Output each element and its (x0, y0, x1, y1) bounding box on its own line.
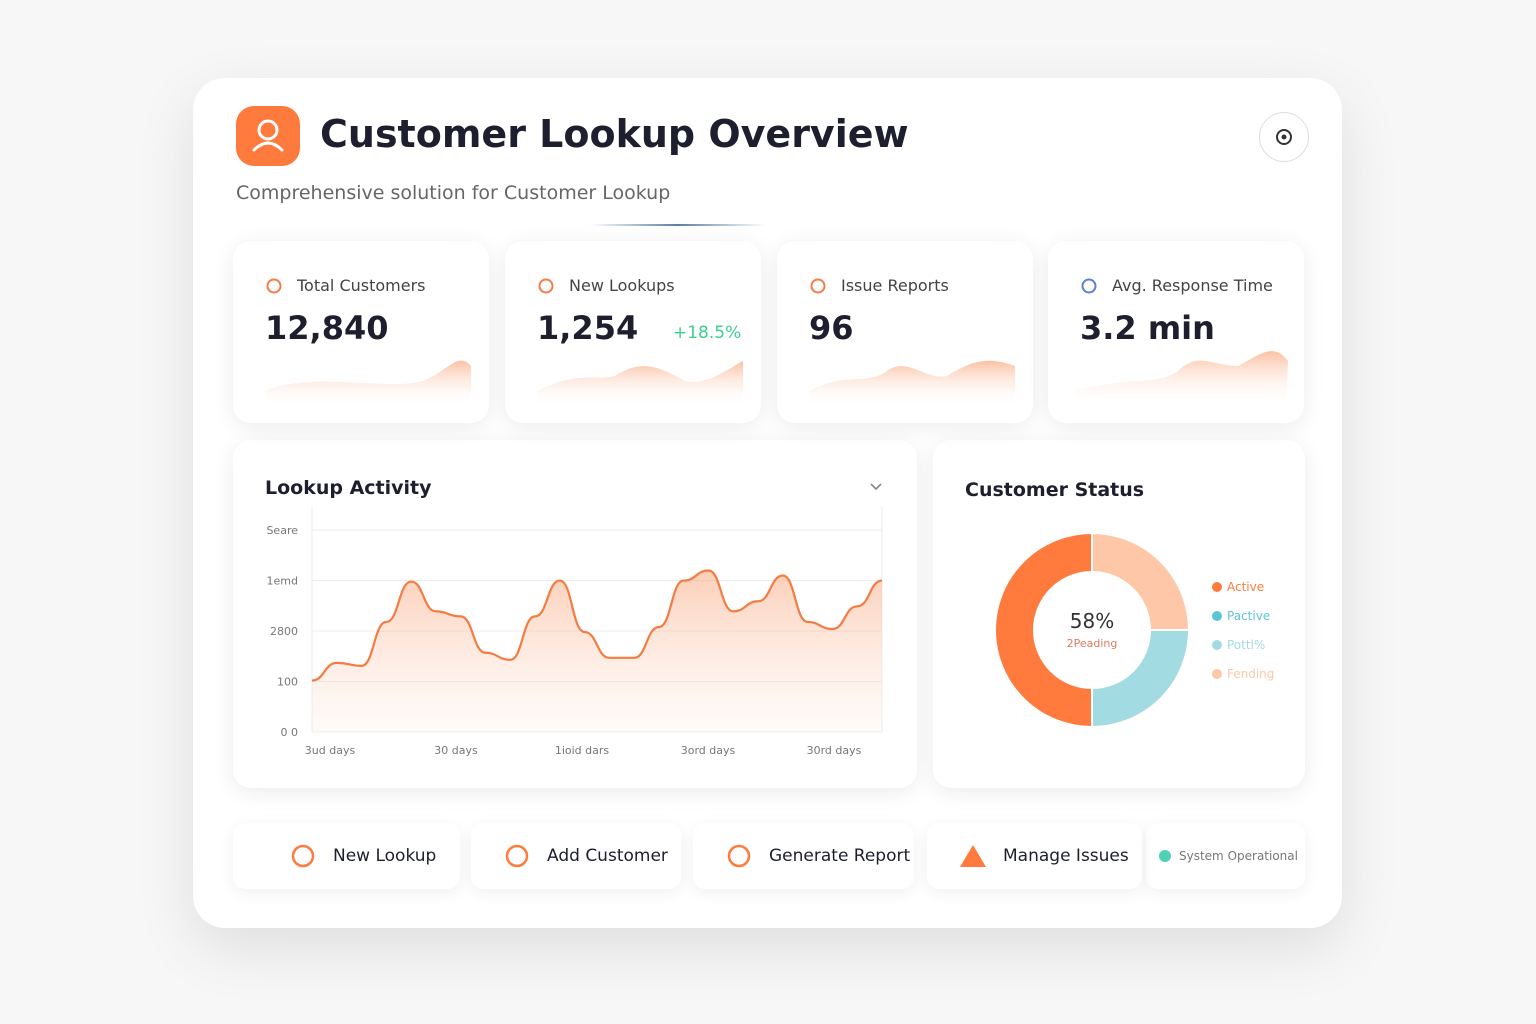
action-button[interactable]: Generate Report (693, 823, 914, 889)
donut-chart: Active Pactive Pottl% Fending 58% 2Peading (994, 531, 1274, 729)
kpi-icon-shape (1081, 278, 1097, 294)
kpi-card: Avg. Response Time 3.2 min (1048, 241, 1304, 423)
donut-center-label: 2Peading (1067, 637, 1118, 650)
y-tick-label: 100 (277, 676, 298, 689)
y-tick-label: 1emd (267, 575, 298, 588)
chart-title: Customer Status (965, 479, 1145, 501)
legend-label: Active (1227, 580, 1264, 594)
kpi-label: Avg. Response Time (1112, 276, 1273, 295)
sparkline (1076, 351, 1288, 406)
status-text: System Operational (1179, 849, 1298, 863)
status-indicator: System Operational (1146, 823, 1305, 889)
activity-panel: Lookup Activity 0 0 100 2800 1emd Seare 3ud d… (233, 440, 917, 788)
kpi-icon (1081, 278, 1097, 294)
line-area (312, 570, 882, 732)
action-icon (505, 844, 529, 868)
kpi-icon-shape (266, 278, 282, 294)
settings-icon (1276, 129, 1292, 145)
y-tick-label: 0 0 (281, 726, 299, 739)
line-series (311, 569, 883, 682)
kpi-icon (810, 278, 826, 294)
legend-swatch (1212, 582, 1222, 592)
kpi-value: 3.2 min (1080, 309, 1215, 347)
x-tick-label: 1ioid dars (555, 744, 610, 757)
icon-shape (291, 844, 315, 868)
kpi-delta: +18.5% (673, 323, 742, 343)
legend-label: Pactive (1227, 609, 1270, 623)
y-tick-label: 2800 (270, 625, 298, 638)
sparkline (809, 360, 1015, 406)
sparkline-area (265, 360, 471, 406)
status-panel: Customer Status Active Pactive Pottl% Fendi… (933, 440, 1305, 788)
legend-swatch (1212, 611, 1222, 621)
y-tick-label: Seare (266, 524, 298, 537)
kpi-card: Issue Reports 96 (777, 241, 1033, 423)
logo (236, 106, 300, 166)
donut-segment (994, 531, 1093, 729)
kpi-label: Total Customers (297, 276, 426, 295)
page-title: Customer Lookup Overview (320, 112, 909, 156)
action-label: New Lookup (333, 846, 437, 866)
legend-label: Fending (1227, 667, 1274, 681)
dropdown-icon[interactable] (869, 480, 883, 494)
kpi-value: 12,840 (265, 309, 389, 347)
kpi-icon-shape (538, 278, 554, 294)
action-label: Generate Report (769, 846, 911, 866)
sparkline-area (537, 361, 743, 406)
x-tick-label: 3ord days (681, 744, 736, 757)
kpi-icon-shape (810, 278, 826, 294)
settings-button[interactable] (1259, 112, 1309, 162)
status-dot (1159, 850, 1171, 862)
legend-swatch (1212, 669, 1222, 679)
action-button[interactable]: New Lookup (233, 823, 460, 889)
icon-shape (727, 844, 751, 868)
kpi-icon (538, 278, 554, 294)
x-tick-label: 3ud days (305, 744, 356, 757)
donut-center-value: 58% (1070, 609, 1114, 633)
kpi-card: New Lookups 1,254 +18.5% (505, 241, 761, 423)
divider (590, 224, 765, 226)
sparkline (537, 361, 743, 406)
sparkline-area (809, 360, 1015, 406)
action-button[interactable]: Add Customer (471, 823, 681, 889)
line-chart: 0 0 100 2800 1emd Seare 3ud days 30 days 1ioid … (266, 506, 883, 757)
icon-shape (505, 844, 529, 868)
donut-segment (1091, 531, 1191, 631)
action-icon (960, 845, 986, 867)
kpi-card: Total Customers 12,840 (233, 241, 489, 423)
action-label: Manage Issues (1003, 846, 1129, 866)
logo-icon (252, 119, 284, 152)
warning-icon (960, 845, 986, 867)
chart-title: Lookup Activity (265, 477, 432, 499)
action-label: Add Customer (547, 846, 668, 866)
kpi-icon (266, 278, 282, 294)
x-tick-label: 30 days (434, 744, 478, 757)
legend-swatch (1212, 640, 1222, 650)
kpi-label: New Lookups (569, 276, 675, 295)
page-subtitle: Comprehensive solution for Customer Look… (236, 182, 671, 204)
x-tick-label: 30rd days (807, 744, 862, 757)
action-icon (291, 844, 315, 868)
kpi-value: 96 (809, 309, 854, 347)
legend-label: Pottl% (1227, 638, 1265, 652)
kpi-value: 1,254 (537, 309, 639, 347)
action-button[interactable]: Manage Issues (927, 823, 1142, 889)
sparkline-area (1076, 351, 1288, 406)
kpi-label: Issue Reports (841, 276, 949, 295)
sparkline (265, 360, 471, 406)
action-icon (727, 844, 751, 868)
